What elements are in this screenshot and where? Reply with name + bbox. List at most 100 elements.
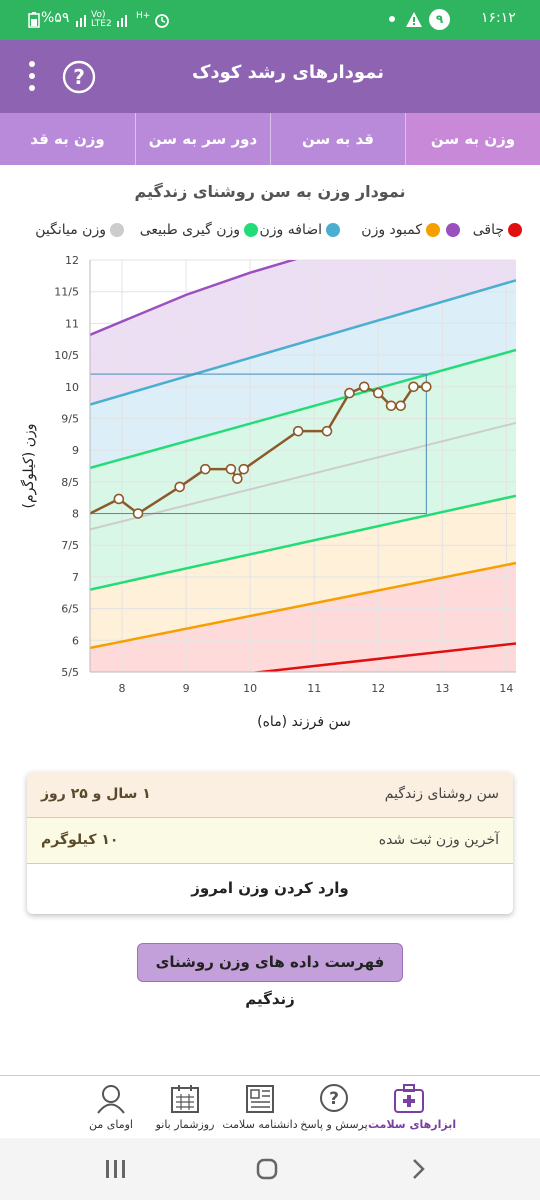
weight-data-point — [292, 425, 304, 437]
legend-label: وزن میانگین — [35, 222, 106, 238]
svg-text:?: ? — [329, 1089, 339, 1109]
weight-value: ۱۰ کیلوگرم — [41, 832, 119, 848]
reference-line-median — [90, 421, 516, 531]
weight-data-point — [200, 463, 211, 475]
calendar-icon — [171, 1085, 199, 1113]
legend-item-underweight: کمبود وزن — [361, 222, 440, 238]
battery-percent: %۵۹ — [41, 10, 70, 26]
y-tick-label: 6/5 — [61, 603, 79, 616]
y-tick-label: 8 — [72, 508, 79, 521]
legend-dot-icon — [446, 223, 460, 237]
weight-data-point — [358, 381, 370, 393]
tab-bar: وزن به سن قد به سن دور سر به سن وزن به ق… — [0, 113, 540, 165]
chart-band — [90, 562, 516, 672]
user-avatar-icon — [97, 1085, 125, 1114]
legend-dot-icon — [110, 223, 124, 237]
app-bar: ? نمودارهای رشد کودک — [0, 40, 540, 113]
weight-list-button[interactable]: فهرست داده های وزن روشنای زندگیم — [137, 943, 403, 1008]
chart-band — [90, 260, 516, 405]
nav-label: پرسش و پاسخ — [300, 1118, 368, 1131]
chart-legend: چاقی کمبود وزن اضافه وزن وزن گیری طبیعی … — [0, 222, 540, 248]
medical-kit-icon — [394, 1084, 424, 1113]
tab-weight-for-height[interactable]: وزن به قد — [30, 130, 105, 148]
weight-data-point — [321, 425, 333, 437]
weight-data-point — [372, 387, 384, 399]
x-tick-label: 14 — [499, 682, 513, 695]
x-tick-label: 9 — [183, 682, 190, 695]
nav-profile[interactable]: اومای من — [76, 1076, 146, 1138]
nav-encyclopedia[interactable]: دانشنامه سلامت — [220, 1076, 300, 1138]
question-circle-icon[interactable]: ? — [62, 60, 96, 94]
alarm-icon — [155, 14, 169, 28]
y-tick-label: 10 — [65, 381, 79, 394]
home-icon[interactable] — [255, 1157, 279, 1181]
y-tick-label: 8/5 — [61, 476, 79, 489]
weight-chart: 5/5 6 6/5 7 7/5 8 8/5 9 9/5 10 10/5 11 11/5 12 8 9 10 11 1… — [20, 254, 516, 730]
y-tick-label: 10/5 — [54, 349, 79, 362]
x-tick-label: 13 — [435, 682, 449, 695]
reference-line-red — [249, 642, 516, 672]
nav-questions[interactable]: ? پرسش و پاسخ — [296, 1076, 372, 1138]
y-tick-label: 7 — [72, 571, 79, 584]
tab-head-circumference[interactable]: دور سر به سن — [135, 113, 270, 165]
weight-data-point — [174, 481, 185, 493]
y-tick-label: 12 — [65, 254, 79, 267]
age-value: ۱ سال و ۲۵ روز — [41, 786, 151, 802]
signal-icon-2 — [117, 15, 127, 27]
reference-line-blue — [90, 279, 516, 406]
weight-data-point — [395, 400, 406, 412]
nav-calendar[interactable]: روزشمار بانو — [150, 1076, 220, 1138]
y-tick-label: 7/5 — [61, 539, 79, 552]
legend-dot-icon — [508, 223, 522, 237]
chart-band — [90, 643, 516, 672]
weight-data-point — [408, 381, 419, 393]
tab-weight-for-age[interactable]: وزن به سن — [405, 113, 540, 165]
y-tick-label: 9/5 — [61, 412, 79, 425]
weight-data-point — [238, 463, 250, 475]
nav-label: دانشنامه سلامت — [222, 1118, 298, 1131]
info-card: سن روشنای زندگیم ۱ سال و ۲۵ روز آخرین وز… — [27, 772, 513, 914]
reference-line-purple — [90, 260, 298, 336]
legend-label: وزن گیری طبیعی — [139, 222, 240, 238]
age-label: سن روشنای زندگیم — [384, 786, 499, 802]
data-type-label: H+ — [136, 11, 151, 21]
weight-label: آخرین وزن ثبت شده — [378, 832, 499, 848]
question-bubble-icon: ? — [320, 1084, 348, 1112]
chart-band — [90, 495, 516, 648]
chart-title: نمودار وزن به سن روشنای زندگیم — [134, 182, 406, 201]
nav-health-tools[interactable]: ابزارهای سلامت — [368, 1076, 457, 1138]
clock: ۱۶:۱۲ — [481, 10, 516, 26]
notification-badge: ۹ — [429, 9, 450, 30]
chart-band — [90, 350, 516, 590]
weight-data-point — [132, 508, 144, 519]
legend-label: چاقی — [472, 222, 504, 238]
more-vert-icon[interactable] — [22, 58, 42, 94]
legend-dot-icon — [326, 223, 340, 237]
battery-icon — [28, 12, 40, 28]
weight-data-point — [232, 473, 243, 484]
y-tick-label: 9 — [72, 444, 79, 457]
newspaper-icon — [246, 1085, 274, 1113]
warning-icon — [406, 12, 422, 27]
x-tick-label: 8 — [119, 682, 126, 695]
y-axis-label: وزن (کیلوگرم) — [20, 424, 37, 509]
nav-label: ابزارهای سلامت — [368, 1118, 457, 1131]
weight-row: آخرین وزن ثبت شده ۱۰ کیلوگرم — [27, 818, 513, 864]
status-bar: %۵۹ Vo) LTE2 H+ ۹ ۱۶:۱۲ — [0, 0, 540, 40]
tab-height-for-age[interactable]: قد به سن — [270, 113, 405, 165]
nav-label: روزشمار بانو — [155, 1118, 215, 1131]
reference-line-green-high — [90, 348, 516, 470]
back-chevron-icon[interactable] — [410, 1157, 428, 1181]
x-tick-label: 10 — [243, 682, 257, 695]
weight-data-point — [385, 400, 397, 412]
system-nav-bar — [0, 1138, 540, 1200]
svg-text:?: ? — [73, 65, 85, 89]
weight-data-point — [225, 463, 237, 475]
weight-data-point — [344, 387, 355, 399]
nav-label: اومای من — [89, 1118, 133, 1131]
recents-icon[interactable] — [103, 1158, 129, 1180]
enter-weight-button[interactable]: وارد کردن وزن امروز — [191, 879, 349, 897]
reference-line-green-low — [90, 494, 516, 591]
legend-item-average: وزن میانگین — [35, 222, 124, 238]
legend-label: اضافه وزن — [259, 222, 323, 238]
